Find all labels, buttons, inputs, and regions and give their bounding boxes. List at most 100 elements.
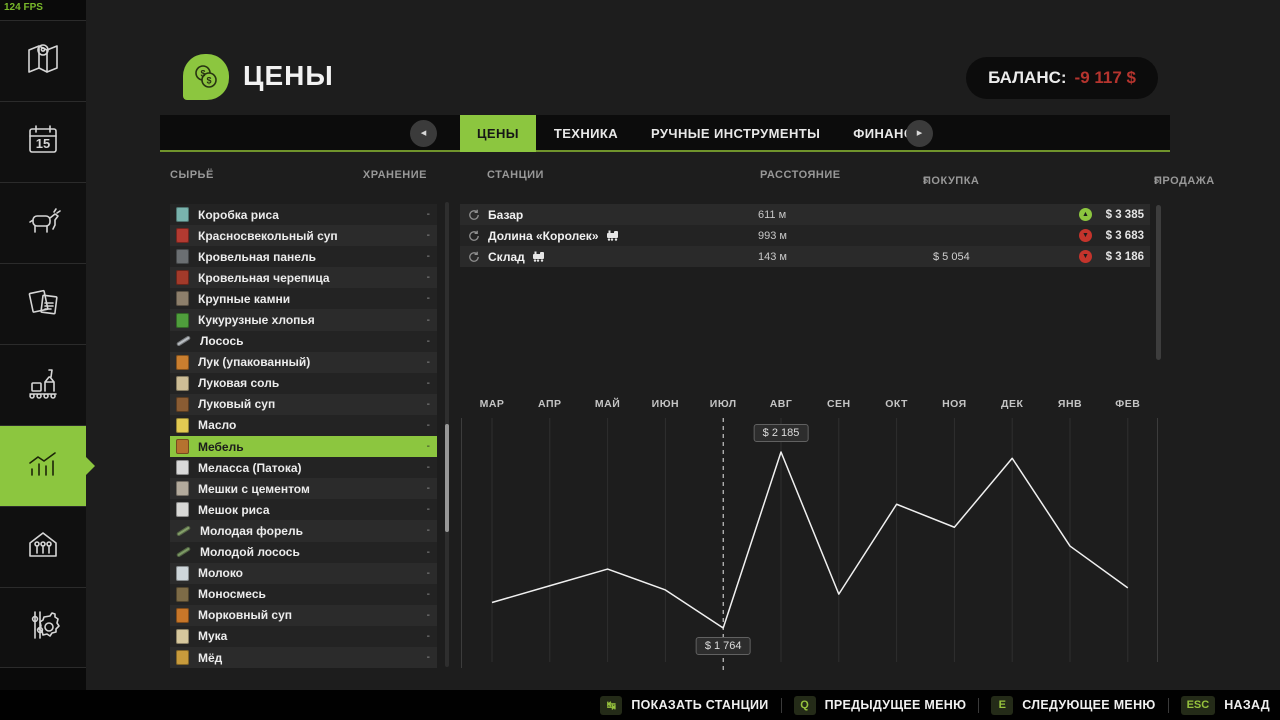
commodity-row[interactable]: Мука - — [170, 625, 437, 647]
station-sell-price: $ 3 385 — [1105, 208, 1144, 221]
sidebar-item-contracts[interactable] — [0, 263, 86, 344]
commodity-row[interactable]: Моносмесь - — [170, 583, 437, 605]
commodity-row[interactable]: Меласса (Патока) - — [170, 457, 437, 479]
commodity-row[interactable]: Крупные камни - — [170, 288, 437, 310]
commodity-storage-value: - — [426, 483, 430, 495]
commodity-storage-value: - — [426, 419, 430, 431]
onion-pack-icon — [176, 354, 189, 370]
commodity-row[interactable]: Луковая соль - — [170, 372, 437, 394]
hint-prev-menu[interactable]: Q ПРЕДЫДУЩЕЕ МЕНЮ — [793, 695, 967, 715]
station-name: Базар — [488, 207, 524, 222]
sidebar-item-workers[interactable] — [0, 506, 86, 587]
tab-цены[interactable]: ЦЕНЫ — [460, 115, 536, 152]
commodity-row[interactable]: Кровельная черепица - — [170, 267, 437, 289]
key-chip-show-stations: ↹ — [600, 695, 623, 715]
commodity-storage-value: - — [426, 652, 430, 664]
table-header: СЫРЬЁ ХРАНЕНИЕ СТАНЦИИ РАССТОЯНИЕ $↓ ПОК… — [170, 169, 1215, 187]
hint-separator — [978, 697, 980, 713]
commodity-name: Меласса (Патока) — [198, 460, 302, 475]
station-marker-icon — [469, 209, 479, 220]
hint-show-stations[interactable]: ↹ ПОКАЗАТЬ СТАНЦИИ — [600, 695, 769, 715]
commodity-row[interactable]: Луковый суп - — [170, 393, 437, 415]
workers-icon — [21, 523, 65, 572]
commodity-row[interactable]: Лук (упакованный) - — [170, 351, 437, 373]
cornflakes-icon — [176, 312, 189, 328]
tabs-prev-button[interactable]: ◂ — [410, 120, 437, 147]
prices-icon — [21, 442, 65, 491]
train-icon — [532, 251, 544, 263]
commodity-row[interactable]: Кукурузные хлопья - — [170, 309, 437, 331]
young-salmon-icon — [176, 546, 191, 558]
hint-label: СЛЕДУЮЩЕЕ МЕНЮ — [1022, 698, 1156, 712]
commodity-row[interactable]: Лосось - — [170, 330, 437, 352]
sidebar: 15 — [0, 0, 95, 690]
svg-text:ОКТ: ОКТ — [885, 398, 908, 410]
price-trend-down-icon: ▼ — [1079, 229, 1092, 243]
commodity-name: Кукурузные хлопья — [198, 313, 315, 328]
commodity-storage-value: - — [426, 588, 430, 600]
svg-text:СЕН: СЕН — [827, 398, 851, 410]
commodity-name: Красносвекольный суп — [198, 228, 338, 243]
calendar-icon: 15 — [21, 118, 65, 167]
commodity-row[interactable]: Масло - — [170, 414, 437, 437]
svg-text:АВГ: АВГ — [770, 398, 793, 410]
sidebar-item-map[interactable] — [0, 20, 86, 101]
commodity-storage-value: - — [426, 398, 430, 410]
station-row[interactable]: Долина «Королек» 993 м ▼ $ 3 683 — [460, 225, 1150, 247]
sidebar-item-animals[interactable] — [0, 182, 86, 263]
tab-техника[interactable]: ТЕХНИКА — [553, 126, 619, 141]
sidebar-item-prices[interactable] — [0, 425, 95, 506]
commodity-storage-value: - — [426, 272, 430, 284]
commodity-list: Коробка риса - Красносвекольный суп - Кровел… — [170, 204, 437, 668]
station-distance: 611 м — [758, 208, 787, 221]
tabs-next-button[interactable]: ▸ — [906, 120, 933, 147]
sidebar-item-settings[interactable] — [0, 587, 86, 668]
commodity-name: Кровельная черепица — [198, 270, 330, 285]
station-sell-price: $ 3 186 — [1105, 250, 1144, 263]
svg-text:НОЯ: НОЯ — [942, 398, 967, 410]
commodity-row[interactable]: Красносвекольный суп - — [170, 225, 437, 247]
hint-back[interactable]: ESC НАЗАД — [1180, 695, 1270, 715]
key-hints-bar: ↹ ПОКАЗАТЬ СТАНЦИИ Q ПРЕДЫДУЩЕЕ МЕНЮ E СЛЕДУЮ… — [0, 690, 1280, 720]
commodity-name: Молодой лосось — [200, 545, 300, 560]
commodity-row[interactable]: Мебель - — [170, 436, 437, 458]
commodity-row[interactable]: Мешок риса - — [170, 499, 437, 521]
commodity-storage-value: - — [426, 251, 430, 263]
station-distance: 143 м — [758, 250, 787, 263]
commodity-name: Молоко — [198, 566, 243, 581]
commodity-list-scrollbar[interactable] — [445, 202, 449, 667]
commodity-row[interactable]: Морковный суп - — [170, 604, 437, 626]
commodity-row[interactable]: Молодой лосось - — [170, 541, 437, 563]
sidebar-item-calendar[interactable]: 15 — [0, 101, 86, 182]
balance-pill: БАЛАНС: -9 117 $ — [966, 57, 1158, 99]
onion-salt-icon — [176, 375, 189, 391]
roof-panel-icon — [176, 249, 189, 265]
commodity-row[interactable]: Мёд - — [170, 646, 437, 668]
station-row[interactable]: Склад 143 м $ 5 054 ▼ $ 3 186 — [460, 246, 1150, 268]
svg-text:ДЕК: ДЕК — [1001, 398, 1023, 410]
commodity-row[interactable]: Молодая форель - — [170, 520, 437, 542]
hint-next-menu[interactable]: E СЛЕДУЮЩЕЕ МЕНЮ — [991, 695, 1156, 715]
column-storage: ХРАНЕНИЕ — [362, 169, 427, 181]
stations-scrollbar[interactable] — [1156, 205, 1161, 360]
furniture-icon — [176, 439, 189, 455]
commodity-row[interactable]: Молоко - — [170, 562, 437, 584]
animals-icon — [21, 199, 65, 248]
hint-label: ПРЕДЫДУЩЕЕ МЕНЮ — [824, 698, 967, 712]
station-row[interactable]: Базар 611 м ▲ $ 3 385 — [460, 204, 1150, 226]
station-sell-price: $ 3 683 — [1105, 229, 1144, 242]
tab-ручные-инструменты[interactable]: РУЧНЫЕ ИНСТРУМЕНТЫ — [651, 126, 821, 141]
commodity-storage-value: - — [426, 504, 430, 516]
hint-label: НАЗАД — [1224, 698, 1270, 712]
commodity-row[interactable]: Коробка риса - — [170, 204, 437, 226]
commodity-storage-value: - — [426, 630, 430, 642]
hint-label: ПОКАЗАТЬ СТАНЦИИ — [631, 698, 769, 712]
svg-text:ЯНВ: ЯНВ — [1058, 398, 1082, 410]
sidebar-item-production[interactable] — [0, 344, 86, 425]
tab-bar: ◂ ЦЕНЫ ТЕХНИКА РУЧНЫЕ ИНСТРУМЕНТЫ ФИНАНСЫ ▸ — [160, 115, 1170, 152]
commodity-list-scrollbar-thumb[interactable] — [445, 424, 449, 532]
commodity-row[interactable]: Кровельная панель - — [170, 246, 437, 268]
commodity-row[interactable]: Мешки с цементом - — [170, 478, 437, 500]
commodity-name: Лосось — [200, 334, 244, 349]
